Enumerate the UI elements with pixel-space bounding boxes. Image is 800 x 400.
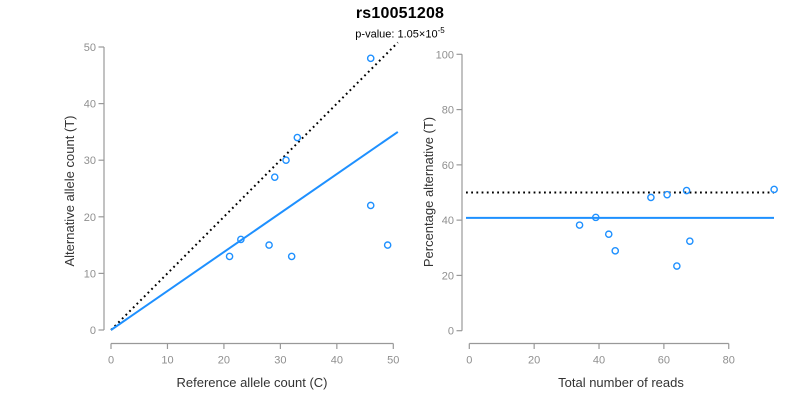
x-tick-label: 20 bbox=[218, 355, 230, 367]
x-tick-label: 0 bbox=[108, 355, 114, 367]
data-point bbox=[604, 230, 613, 239]
y-tick-label: 20 bbox=[84, 212, 96, 224]
x-tick-label: 20 bbox=[528, 355, 540, 367]
x-tick-label: 10 bbox=[161, 355, 173, 367]
y-axis-title: Alternative allele count (T) bbox=[62, 115, 77, 266]
snp-title: rs10051208 bbox=[355, 5, 445, 22]
left-plot: 0 10 20 30 40 50 0 10 20 30 40 50 Reference allele c… bbox=[62, 41, 399, 390]
data-point bbox=[293, 133, 302, 142]
data-point bbox=[225, 252, 234, 261]
data-point bbox=[647, 193, 655, 202]
data-point bbox=[575, 221, 584, 229]
pvalue-exponent: -5 bbox=[437, 26, 445, 35]
data-point bbox=[591, 213, 600, 222]
y-axis-title: Percentage alternative (T) bbox=[421, 117, 436, 267]
fit-line bbox=[110, 131, 399, 331]
x-tick-label: 80 bbox=[723, 355, 735, 367]
data-point bbox=[611, 247, 620, 255]
y-tick-label: 80 bbox=[442, 105, 454, 117]
y-tick-label: 20 bbox=[442, 270, 454, 282]
pvalue-text: p-value: 1.05×10 bbox=[355, 28, 438, 41]
data-point bbox=[686, 237, 694, 245]
pvalue-subtitle: p-value: 1.05×10-5 bbox=[0, 26, 800, 41]
data-point bbox=[682, 186, 691, 195]
y-tick-label: 0 bbox=[448, 326, 454, 338]
data-point bbox=[673, 262, 681, 270]
x-axis-title: Total number of reads bbox=[558, 375, 684, 390]
data-point bbox=[265, 241, 273, 249]
x-tick-label: 40 bbox=[593, 355, 605, 367]
x-tick-label: 60 bbox=[658, 355, 670, 367]
y-tick-label: 30 bbox=[84, 155, 96, 167]
y-tick-label: 100 bbox=[436, 49, 454, 61]
y-tick-label: 40 bbox=[442, 215, 454, 227]
data-point bbox=[383, 241, 392, 249]
data-point bbox=[366, 201, 375, 210]
data-point bbox=[270, 173, 279, 181]
right-plot: 0 20 40 60 80 0 20 40 60 80 100 Total number of rea… bbox=[421, 49, 778, 390]
x-tick-label: 0 bbox=[466, 355, 472, 367]
data-point bbox=[366, 54, 375, 63]
x-tick-label: 50 bbox=[387, 355, 399, 367]
data-point bbox=[663, 190, 671, 199]
data-point bbox=[770, 185, 778, 194]
x-tick-label: 40 bbox=[331, 355, 343, 367]
data-point bbox=[282, 156, 290, 164]
y-tick-label: 10 bbox=[84, 268, 96, 280]
x-tick-label: 30 bbox=[274, 355, 286, 367]
identity-line bbox=[110, 41, 399, 331]
figure-header: rs10051208 p-value: 1.05×10-5 bbox=[0, 5, 800, 41]
y-tick-label: 40 bbox=[84, 99, 96, 111]
data-point bbox=[287, 252, 296, 261]
data-point bbox=[237, 235, 245, 244]
x-axis-title: Reference allele count (C) bbox=[176, 375, 327, 390]
y-tick-label: 60 bbox=[442, 160, 454, 172]
y-tick-label: 0 bbox=[90, 325, 96, 337]
y-tick-label: 50 bbox=[84, 42, 96, 54]
